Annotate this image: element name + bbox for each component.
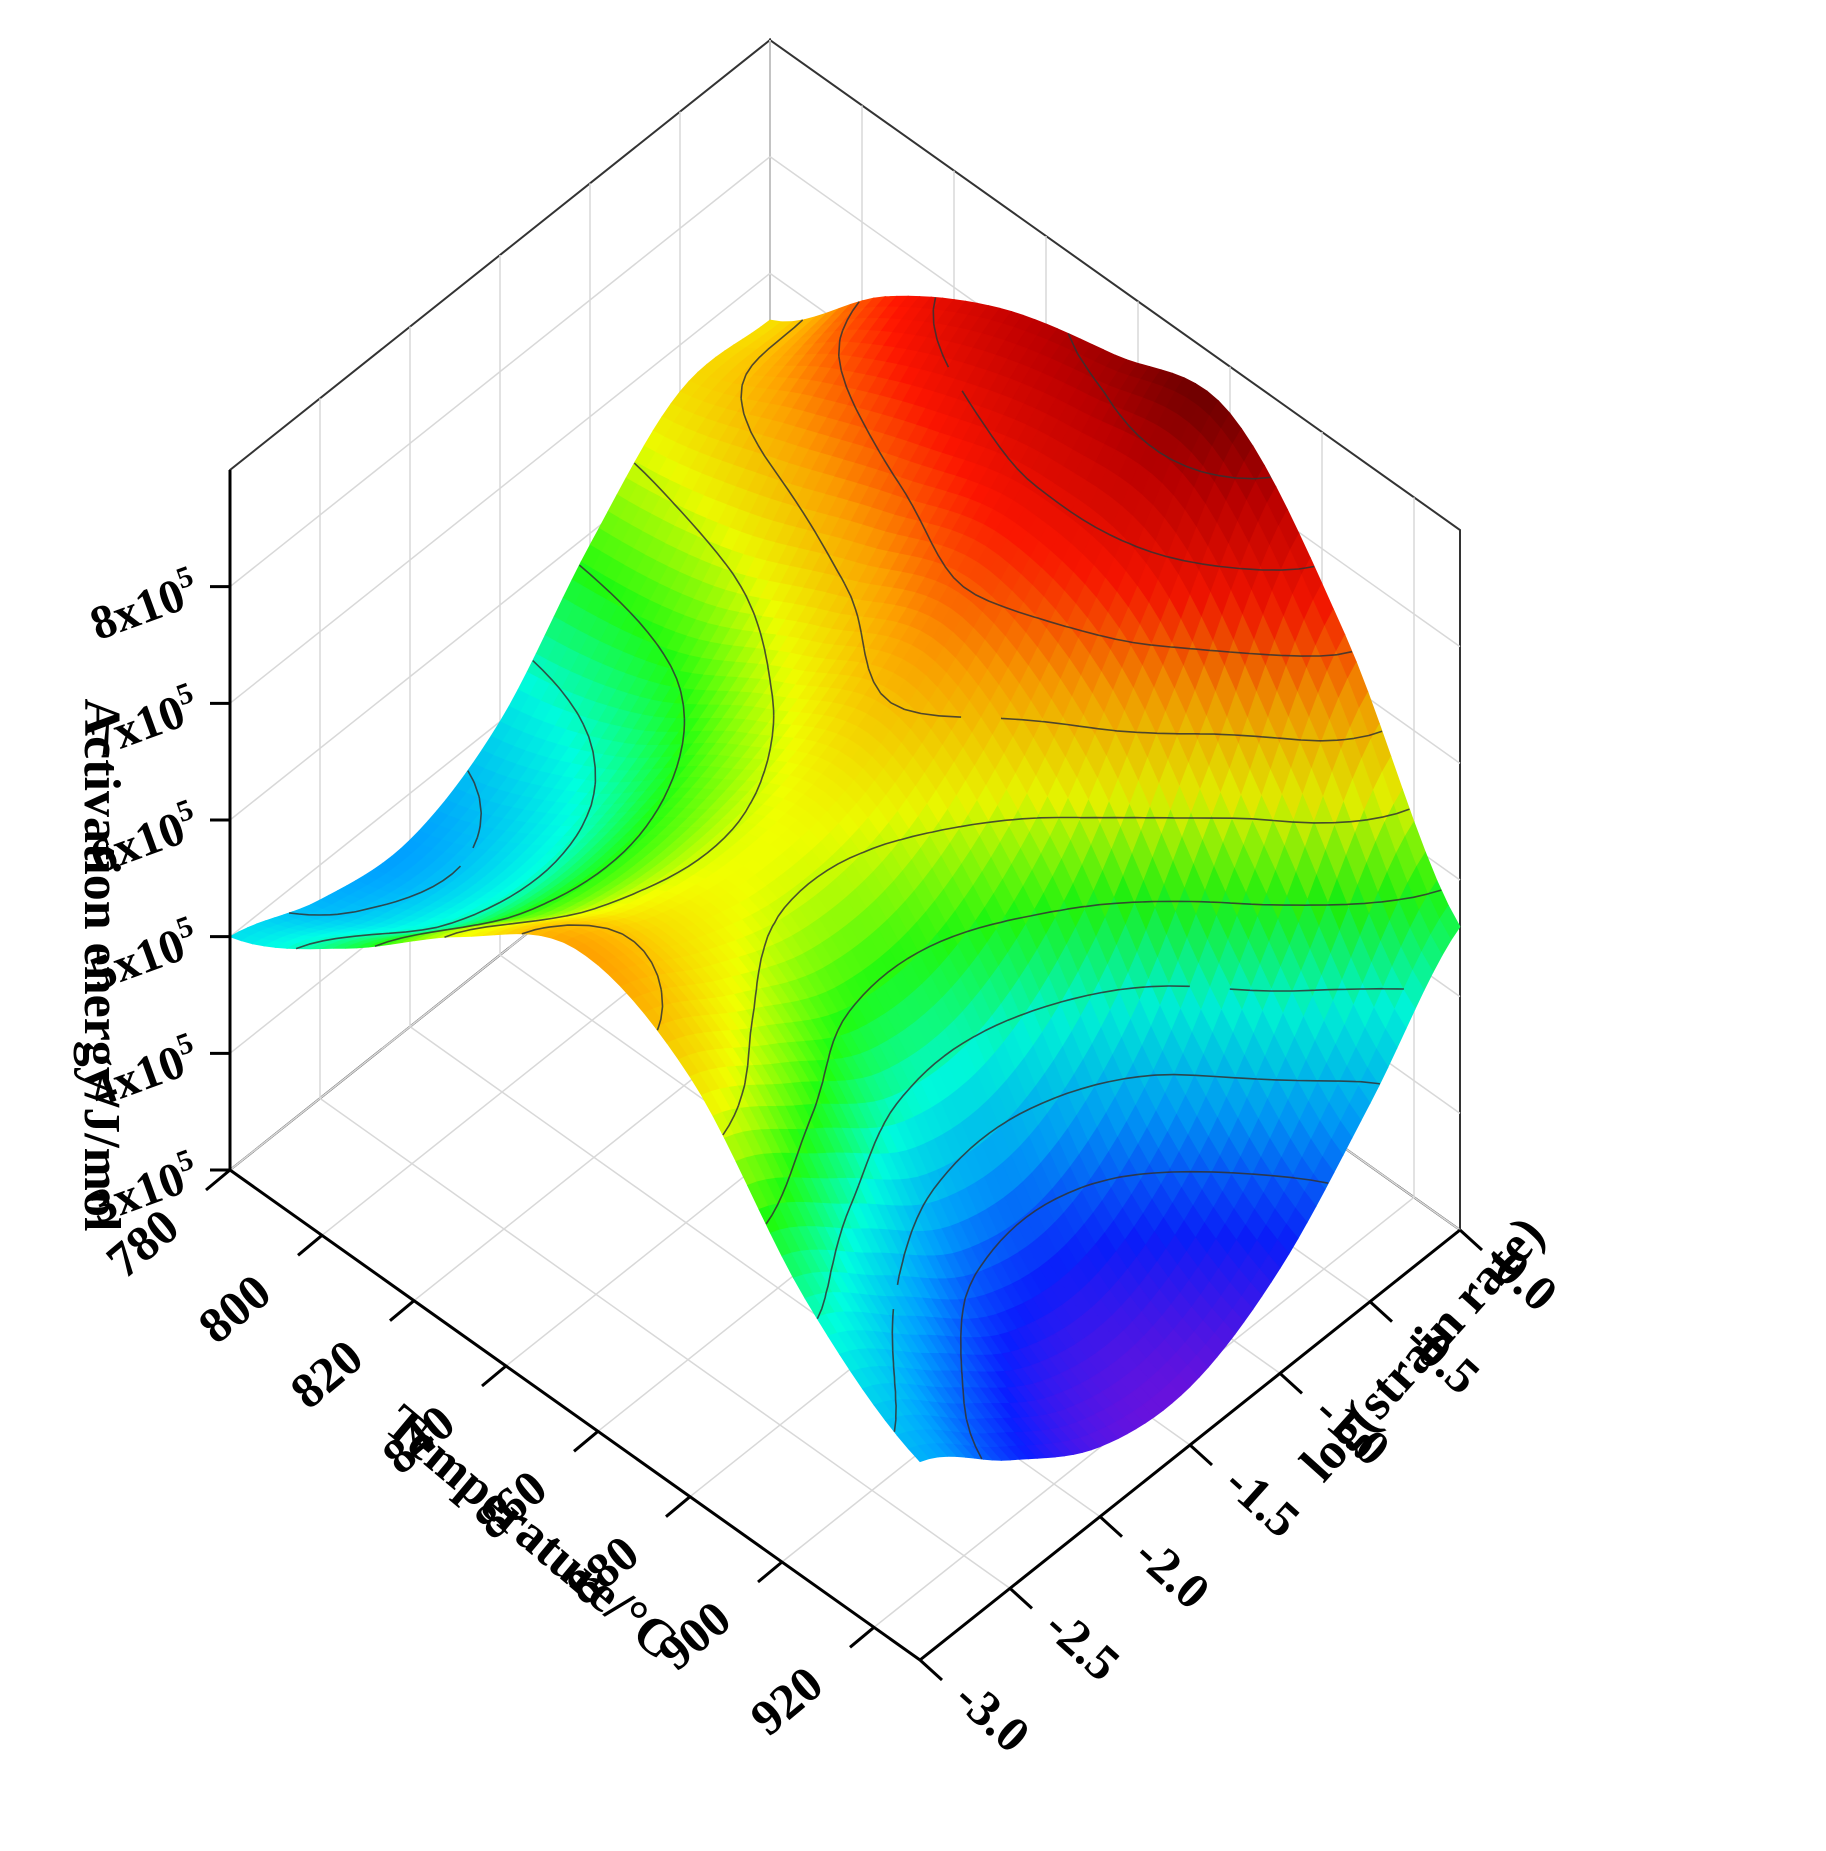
y-tick-label: -3.0 <box>945 1669 1041 1764</box>
grid-line-y <box>319 1097 1011 1589</box>
x-tick-label: 800 <box>188 1263 281 1354</box>
x-tick-mark <box>573 1430 599 1453</box>
z-axis-label: Activation energy/J/mol <box>73 699 130 1232</box>
y-tick-mark <box>1278 1372 1304 1395</box>
z-tick-label: 8x105 <box>82 559 206 651</box>
x-tick-mark <box>389 1299 415 1322</box>
y-tick-mark <box>1098 1515 1124 1538</box>
y-tick-label: -1.5 <box>1215 1454 1311 1549</box>
y-tick-mark <box>1368 1300 1394 1323</box>
x-tick-mark <box>481 1364 507 1388</box>
y-tick-label: -2.0 <box>1125 1525 1221 1620</box>
y-tick-mark <box>1008 1587 1034 1610</box>
x-axis-label: Temperature/°C <box>374 1394 688 1670</box>
surface-mesh <box>229 295 1461 1463</box>
x-tick-mark <box>297 1234 323 1257</box>
y-tick-label: -2.5 <box>1035 1597 1131 1692</box>
x-tick-label: 820 <box>280 1328 373 1419</box>
x-tick-label: 920 <box>740 1655 833 1746</box>
y-tick-mark <box>1188 1443 1214 1467</box>
x-tick-mark <box>757 1560 783 1584</box>
y-axis-label: log(strain rate) <box>1290 1206 1556 1492</box>
y-tick-mark <box>918 1658 944 1682</box>
x-tick-mark <box>849 1626 875 1649</box>
x-tick-mark <box>665 1495 691 1518</box>
x-tick-mark <box>205 1168 231 1192</box>
